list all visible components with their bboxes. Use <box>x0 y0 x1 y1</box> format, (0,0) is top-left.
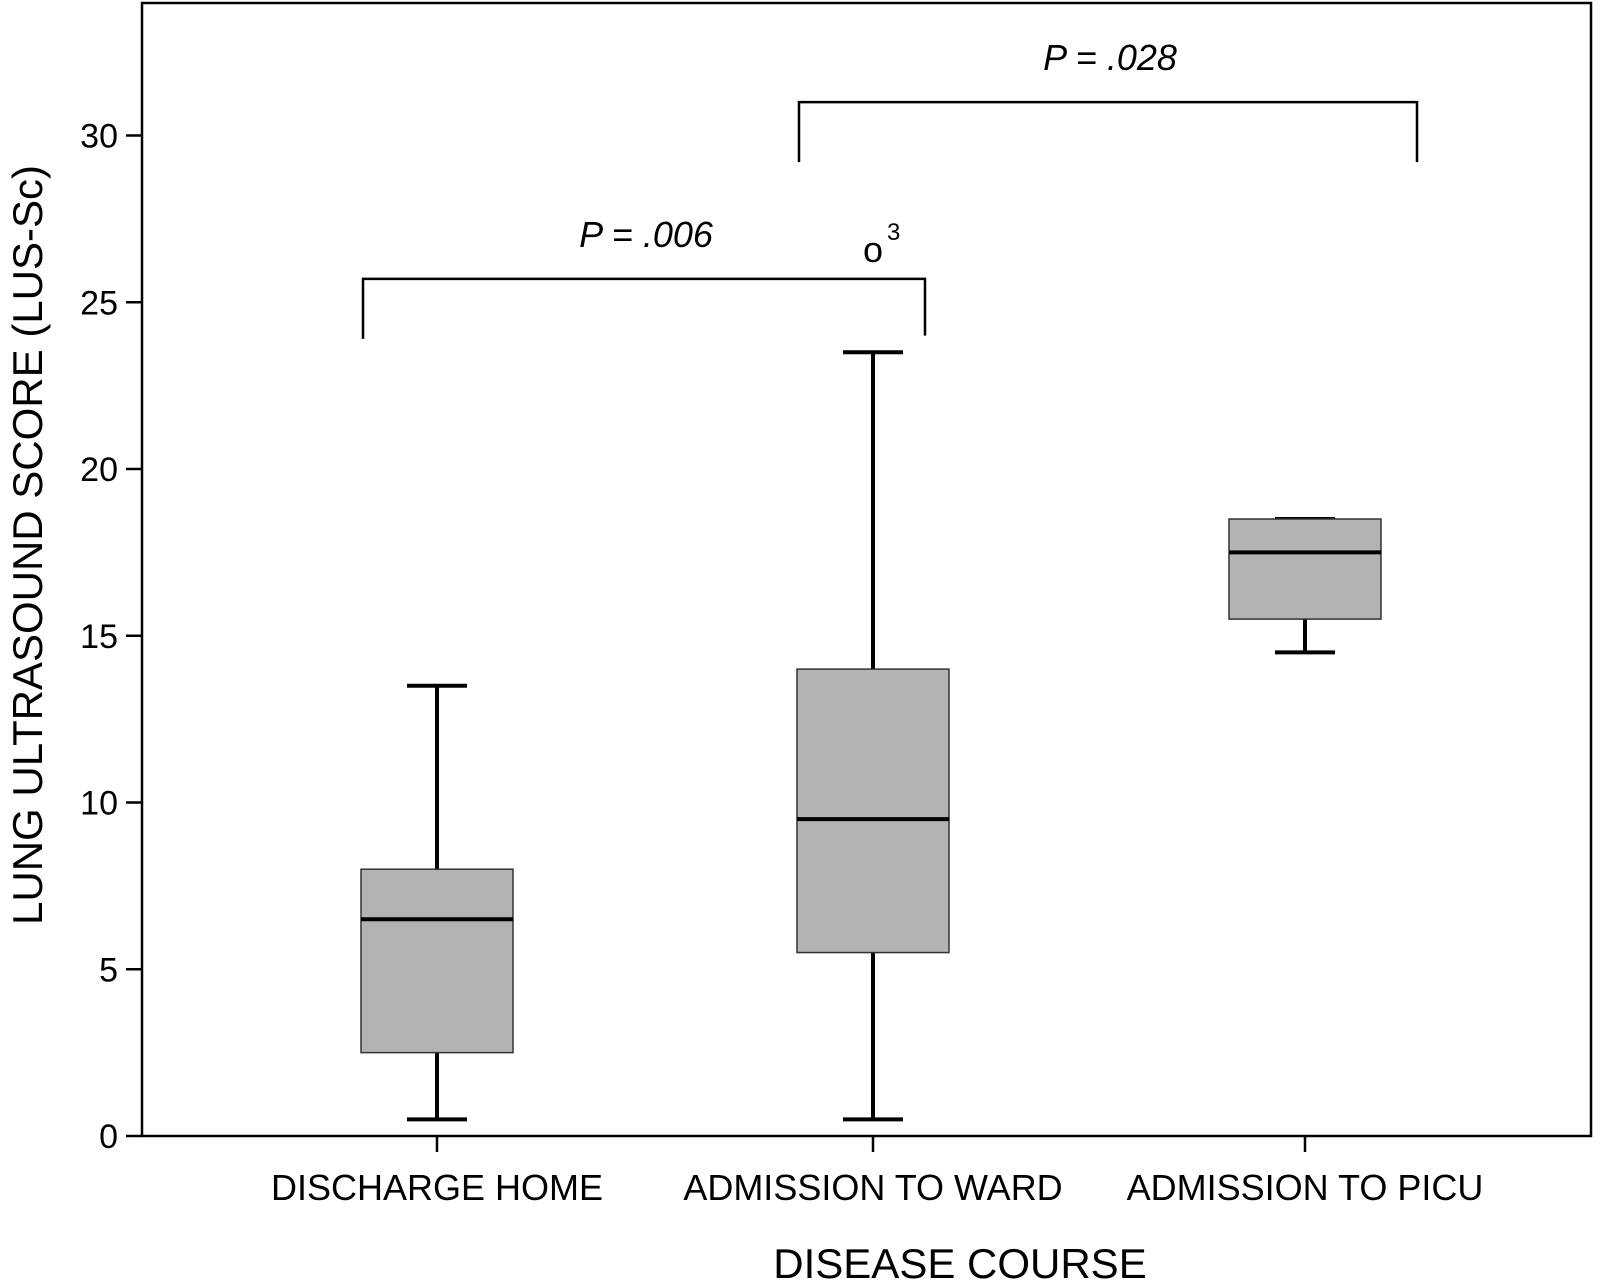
x-tick-label: ADMISSION TO PICU <box>1127 1167 1484 1208</box>
y-axis-title: LUNG ULTRASOUND SCORE (LUS-Sc) <box>4 165 51 925</box>
x-axis-title: DISEASE COURSE <box>773 1240 1146 1287</box>
significance-bracket: P = .006 <box>361 214 927 339</box>
iqr-box <box>360 868 514 1054</box>
significance-bracket: P = .028 <box>797 37 1419 163</box>
iqr-box <box>1228 518 1382 620</box>
y-tick-label: 30 <box>80 118 118 156</box>
y-tick-label: 10 <box>80 785 118 823</box>
box-1 <box>360 683 514 1122</box>
box-3 <box>1228 517 1382 655</box>
y-tick-label: 5 <box>99 951 118 989</box>
p-value-label: P = .006 <box>579 214 714 255</box>
outlier-marker: o <box>863 229 883 270</box>
p-value-label: P = .028 <box>1043 37 1177 78</box>
y-axis-ticks: 0 5 10 15 20 25 30 <box>80 118 142 1156</box>
bracket-line <box>797 100 1419 163</box>
y-tick-label: 15 <box>80 618 118 656</box>
y-tick-label: 20 <box>80 451 118 489</box>
x-tick-label: DISCHARGE HOME <box>271 1167 603 1208</box>
x-tick-label: ADMISSION TO WARD <box>683 1167 1062 1208</box>
bracket-line <box>361 277 927 339</box>
annotations-group: P = .006 P = .028 <box>361 37 1419 339</box>
y-tick-label: 0 <box>99 1118 118 1156</box>
iqr-box <box>796 668 950 954</box>
y-tick-label: 25 <box>80 284 118 322</box>
outlier-case-label: 3 <box>887 219 900 246</box>
x-axis-ticks: DISCHARGE HOME ADMISSION TO WARD ADMISSION… <box>271 1136 1483 1208</box>
